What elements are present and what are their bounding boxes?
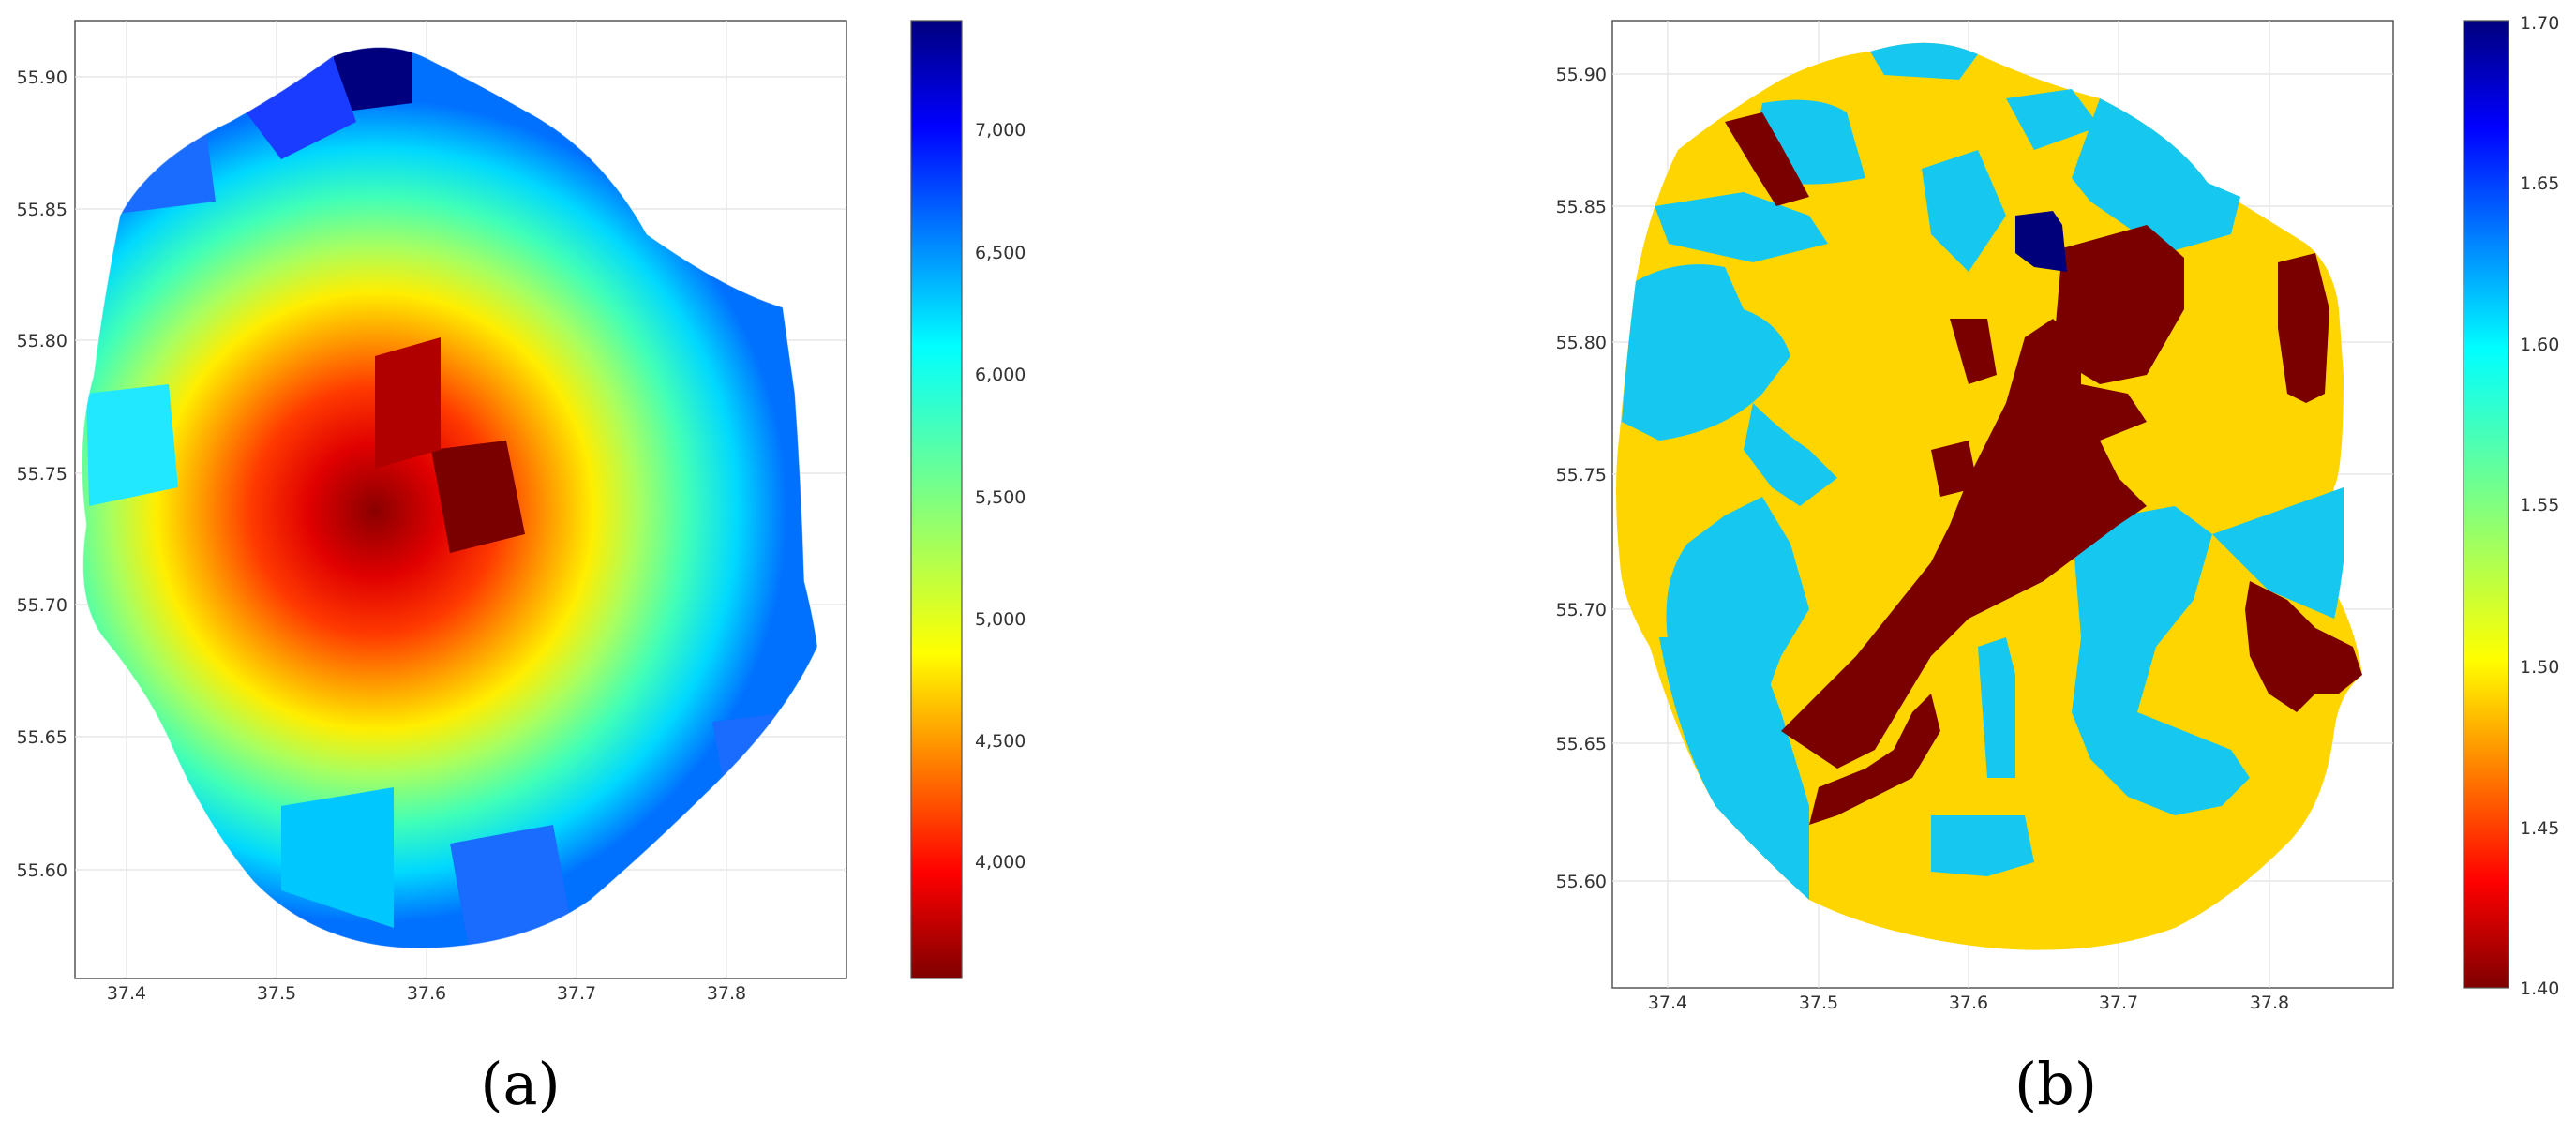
map-b-districts <box>1616 42 2362 950</box>
xtick-label: 37.4 <box>1648 993 1687 1013</box>
ytick-label: 55.85 <box>1556 197 1607 217</box>
ytick-label: 55.70 <box>17 595 67 616</box>
colorbar-tick-label: 6,500 <box>975 243 1026 263</box>
map-a-south-blue-district <box>450 825 572 948</box>
xtick-label: 37.5 <box>1799 993 1838 1013</box>
map-b-cyan-district <box>2072 98 2240 253</box>
map-a-central-red-district <box>375 337 441 469</box>
ytick-label: 55.90 <box>1556 65 1607 85</box>
colorbar-tick-label: 4,500 <box>975 731 1026 752</box>
ytick-label: 55.80 <box>1556 333 1607 353</box>
xtick-label: 37.5 <box>257 983 296 1004</box>
colorbar-tick-label: 1.70 <box>2520 13 2559 34</box>
map-b-cyan-district <box>1659 637 1809 900</box>
ytick-label: 55.60 <box>17 860 67 881</box>
map-a-southwest-cyan-district <box>281 787 394 928</box>
map-a-north-blue-district-2 <box>239 56 356 159</box>
map-b-low-districts <box>1725 112 2362 825</box>
ytick-label: 55.80 <box>17 331 67 351</box>
colorbar-a-gradient <box>910 20 963 979</box>
colorbar-tick-label: 4,000 <box>975 852 1026 873</box>
panel-a: 55.90 55.85 55.80 55.75 55.70 55.65 55.6… <box>17 20 1026 1118</box>
map-b-low-district <box>2278 253 2329 403</box>
map-b-low-district <box>2245 581 2362 712</box>
colorbar-tick-label: 6,000 <box>975 365 1026 385</box>
ytick-label: 55.85 <box>17 200 67 220</box>
colorbar-a: 4,000 4,500 5,000 5,500 6,000 6,500 7,00… <box>910 20 1026 979</box>
map-b-cyan-district <box>2006 89 2100 150</box>
colorbar-tick-label: 1.65 <box>2520 173 2559 194</box>
panel-a-label: (a) <box>480 1050 560 1118</box>
ytick-label: 55.65 <box>1556 734 1607 754</box>
map-b-cyan-district <box>1922 150 2006 272</box>
map-b-low-district <box>1950 319 1997 384</box>
ytick-label: 55.75 <box>17 464 67 485</box>
map-a-north-blue-district <box>333 47 412 112</box>
map-b-yticks: 55.90 55.85 55.80 55.75 55.70 55.65 55.6… <box>1556 65 1607 892</box>
xtick-label: 37.6 <box>1949 993 1988 1013</box>
map-b-cyan-district <box>1622 264 1790 441</box>
colorbar-tick-label: 1.40 <box>2520 978 2559 999</box>
colorbar-tick-label: 1.45 <box>2520 818 2559 839</box>
panel-b-label: (b) <box>2014 1050 2097 1118</box>
map-b-high-mid-districts <box>1622 42 2344 900</box>
xtick-label: 37.8 <box>707 983 746 1004</box>
xtick-label: 37.6 <box>407 983 446 1004</box>
map-b-low-district <box>2053 225 2184 384</box>
ytick-label: 55.65 <box>17 727 67 748</box>
map-b-low-district <box>1781 319 2147 769</box>
colorbar-b-gradient <box>2463 20 2509 989</box>
colorbar-tick-label: 5,500 <box>975 487 1026 508</box>
xtick-label: 37.7 <box>2099 993 2138 1013</box>
panel-b: 55.90 55.85 55.80 55.75 55.70 55.65 55.6… <box>1556 13 2560 1118</box>
map-b-cyan-district <box>1931 815 2034 876</box>
colorbar-tick-label: 5,000 <box>975 609 1026 630</box>
map-a-central-dark-red-district <box>431 441 525 553</box>
map-b-cyan-district <box>1978 637 2015 778</box>
map-b-cyan-district <box>1744 403 1837 506</box>
xtick-label: 37.8 <box>2250 993 2289 1013</box>
map-a-city-outline <box>82 46 818 949</box>
map-b-cyan-district <box>1655 192 1828 262</box>
map-a-yticks: 55.90 55.85 55.80 55.75 55.70 55.65 55.6… <box>17 67 67 881</box>
xtick-label: 37.4 <box>107 983 146 1004</box>
map-b-high-district <box>2015 211 2067 272</box>
map-b-low-district <box>1725 112 1809 206</box>
ytick-label: 55.70 <box>1556 600 1607 620</box>
map-b-cyan-district <box>1870 42 1978 80</box>
map-b-low-district <box>1931 441 1978 497</box>
ytick-label: 55.75 <box>1556 465 1607 485</box>
ytick-label: 55.60 <box>1556 872 1607 892</box>
map-b-xticks: 37.4 37.5 37.6 37.7 37.8 <box>1648 993 2289 1013</box>
map-a-west-cyan-district <box>86 384 178 506</box>
ytick-label: 55.90 <box>17 67 67 88</box>
colorbar-tick-label: 7,000 <box>975 120 1026 141</box>
map-b-cyan-district <box>2212 487 2344 619</box>
map-a-xticks: 37.4 37.5 37.6 37.7 37.8 <box>107 983 746 1004</box>
colorbar-tick-label: 1.60 <box>2520 335 2559 355</box>
map-b-low-district <box>1809 694 1940 825</box>
colorbar-tick-label: 1.55 <box>2520 495 2559 515</box>
colorbar-tick-label: 1.50 <box>2520 657 2559 678</box>
xtick-label: 37.7 <box>557 983 596 1004</box>
map-b-cyan-district <box>2072 506 2250 815</box>
colorbar-b: 1.40 1.45 1.50 1.55 1.60 1.65 1.70 <box>2463 13 2559 999</box>
